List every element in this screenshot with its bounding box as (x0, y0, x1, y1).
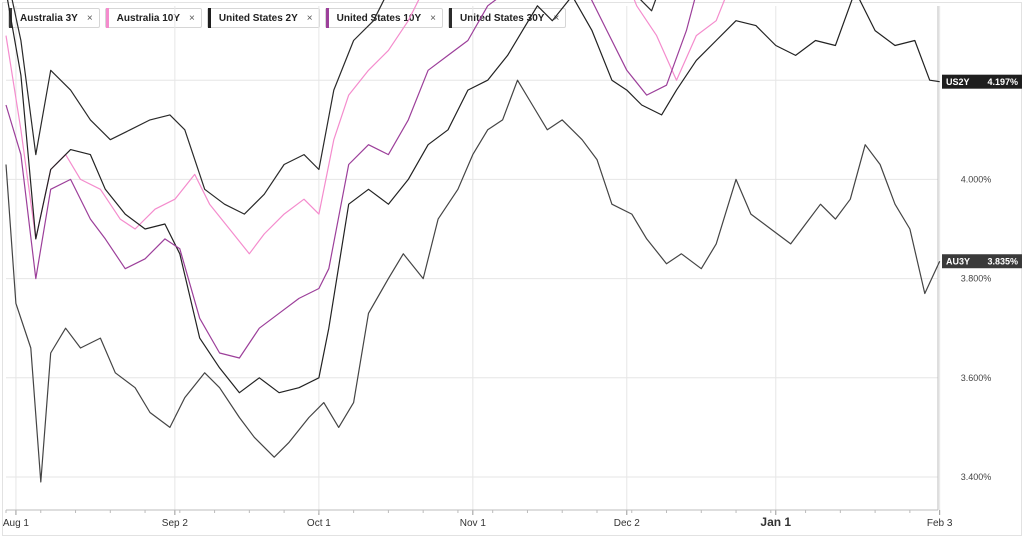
value-tag-value: 4.197% (987, 77, 1018, 87)
y-tick-label: 4.000% (961, 174, 992, 184)
value-tag-us2y (942, 74, 1022, 89)
legend-swatch (105, 8, 109, 28)
x-tick-label: Jan 1 (760, 515, 791, 529)
series-line-au3y (5, 79, 941, 483)
legend-chip-australia-10y[interactable]: Australia 10Y × (104, 8, 202, 28)
legend-chip-united-states-10y[interactable]: United States 10Y × (324, 8, 443, 28)
y-tick-label: 3.600% (961, 373, 992, 383)
x-tick-label: Nov 1 (460, 518, 487, 529)
close-icon[interactable]: × (553, 12, 560, 24)
legend-label: United States 30Y (459, 12, 545, 24)
series-line-us2y (6, 0, 940, 394)
legend-label: United States 10Y (336, 12, 422, 24)
legend-swatch (207, 8, 211, 28)
legend-swatch (448, 8, 452, 28)
close-icon[interactable]: × (86, 12, 93, 24)
x-tick-label: Sep 2 (162, 518, 189, 529)
legend: Australia 3Y × Australia 10Y × United St… (8, 8, 567, 28)
close-icon[interactable]: × (189, 12, 195, 24)
legend-label: Australia 3Y (20, 12, 78, 24)
legend-swatch (325, 8, 329, 28)
x-tick-label: Feb 3 (927, 518, 953, 529)
x-tick-label: Dec 2 (614, 518, 641, 529)
value-tag-value: 3.835% (987, 257, 1018, 267)
value-tag-au3y (942, 254, 1022, 269)
x-tick-label: Aug 1 (3, 518, 30, 529)
y-tick-label: 3.400% (961, 472, 992, 482)
series-line-au10y (5, 0, 726, 255)
close-icon[interactable]: × (306, 12, 313, 24)
legend-label: Australia 10Y (116, 12, 181, 24)
y-tick-label: 3.800% (961, 274, 992, 284)
series-line-us10y (5, 0, 696, 359)
value-tag-name: US2Y (946, 77, 970, 87)
x-tick-label: Oct 1 (307, 518, 331, 529)
legend-label: United States 2Y (218, 12, 298, 24)
series-line-us30y (11, 0, 657, 215)
close-icon[interactable]: × (430, 12, 436, 24)
legend-chip-united-states-2y[interactable]: United States 2Y × (206, 8, 320, 28)
value-tag-name: AU3Y (946, 257, 970, 267)
